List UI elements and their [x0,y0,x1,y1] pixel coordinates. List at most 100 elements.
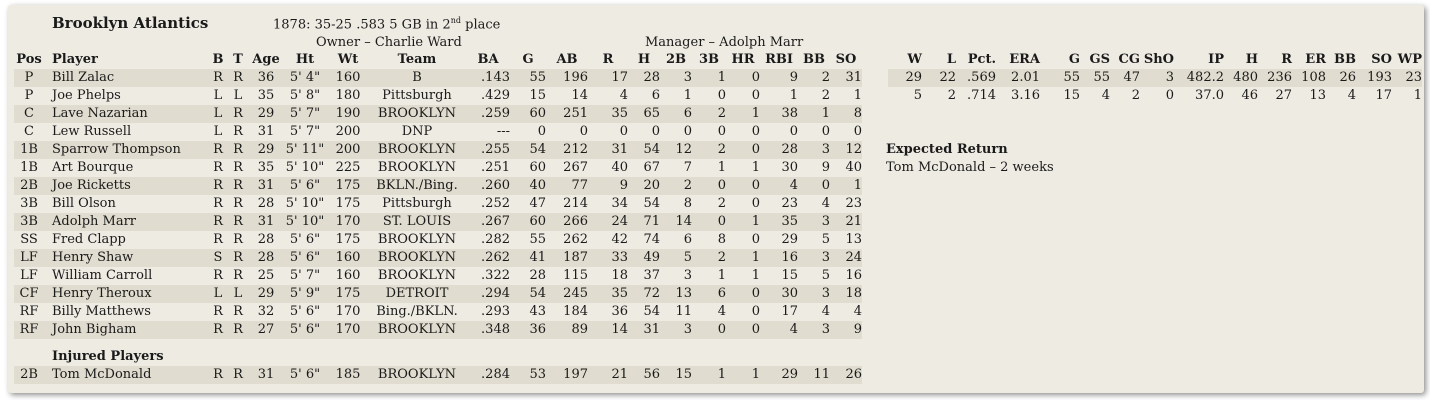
player-cell: 5' 6" [282,321,328,339]
expected-return-text: Tom McDonald – 2 weeks [886,160,1054,175]
pitcher-cell: 0 [1165,88,1174,103]
player-cell: Bill Olson [52,196,116,211]
player-cell: 5' 7" [289,268,321,283]
player-cell: 9 [760,69,798,87]
pitching-header-cell: BB [1334,52,1356,67]
player-cell: R [213,268,223,283]
player-cell: 28 [257,232,275,247]
player-cell: 54 [510,141,546,159]
injured-cell: 185 [328,366,368,384]
pitcher-row: 5 2 .714 3.16 15 4 2 0 37.0 46 27 13 4 17 1 [888,87,1422,105]
player-row: 1B Sparrow Thompson R R 29 5' 11" 200 BROOKLYN.… [14,141,862,159]
player-cell: Lave Nazarian [44,105,210,123]
batting-header-cell: Team [397,52,437,67]
player-cell: 5' 4" [282,69,328,87]
pitcher-cell: 108 [1292,69,1326,87]
player-cell: 15 [529,88,546,103]
player-cell: 3 [798,321,830,339]
player-cell: R [226,141,250,159]
player-cell: 72 [628,285,660,303]
pitching-header-cell: WP [1397,52,1422,67]
player-cell: 5 [821,232,830,247]
pitching-header-cell: IP [1208,52,1224,67]
pitcher-cell: 23 [1392,69,1422,87]
player-row: C Lew Russell L R 31 5' 7" 200 DNP --- 0 0 0 0 0 0 0 0 0 0 [14,123,862,141]
player-cell: 2 [717,196,726,211]
pitching-header-cell: G [1068,52,1080,67]
pitcher-cell: 13 [1309,88,1326,103]
player-row: P Joe Phelps L L 35 5' 8" 180 Pittsburgh .429 15 1… [14,87,862,105]
player-cell: 36 [510,321,546,339]
player-cell: R [213,232,223,247]
player-cell: 3B [14,213,44,231]
player-cell: 18 [830,285,862,303]
player-cell: 28 [529,268,546,283]
pitcher-cell: 26 [1326,69,1356,87]
player-cell: 3 [798,213,830,231]
injured-cell: 2B [14,366,44,384]
pitcher-cell: 22 [922,69,956,87]
player-cell: R [226,69,250,87]
player-cell: 30 [781,160,798,175]
player-cell: LF [14,249,44,267]
player-row: LF William Carroll R R 25 5' 7" 160 BROOKLYN .32… [14,267,862,285]
player-cell: 54 [628,141,660,159]
player-cell: 0 [853,124,862,139]
player-cell: R [210,69,226,87]
pitcher-cell: .569 [956,69,996,87]
player-cell: R [210,177,226,195]
pitching-header-cell: R [1281,52,1292,67]
pitcher-cell: 37.0 [1195,88,1224,103]
player-cell: .282 [481,232,510,247]
injured-cell: 11 [798,366,830,384]
injured-cell: 29 [760,366,798,384]
pitcher-row: 29 22.569 2.01 55 55 47 3 482.2 480 236 108 26 193 23 [888,69,1422,87]
player-cell: 0 [751,304,760,319]
player-cell: R [226,105,250,123]
player-cell: 42 [611,232,628,247]
player-cell: 5' 6" [282,177,328,195]
team-owner: Owner – Charlie Ward [316,35,462,50]
player-cell: 1 [683,88,692,103]
player-cell: 0 [726,69,760,87]
player-cell: DETROIT [368,285,466,303]
player-cell: 40 [510,177,546,195]
player-cell: 175 [335,232,361,247]
pitching-header-cell: H [1245,52,1258,67]
pitcher-cell: 1 [1413,88,1422,103]
player-cell: 4 [619,88,628,103]
player-cell: Bing./BKLN. [376,304,458,319]
player-cell: Billy Matthews [52,304,151,319]
player-cell: 3 [660,321,692,339]
injured-cell: BROOKLYN [368,366,466,384]
player-cell: 200 [335,124,361,139]
player-cell: 115 [563,268,588,283]
pitching-header-cell: ERA [1009,52,1040,67]
player-cell: 67 [643,160,660,175]
player-cell: 89 [546,321,588,339]
pitcher-cell: 193 [1356,69,1392,87]
pitcher-cell: 27 [1275,88,1292,103]
player-cell: 40 [611,160,628,175]
player-cell: R [210,321,226,339]
player-cell: 24 [588,213,628,231]
player-cell: 251 [546,105,588,123]
player-cell: .293 [481,304,510,319]
player-cell: L [213,88,223,103]
player-row: 3B Bill Olson R R 28 5' 10" 175 Pittsburgh .252 4… [14,195,862,213]
batting-header-cell: 2B [665,52,687,67]
player-cell: 0 [726,285,760,303]
player-cell: BKLN./Bing. [368,177,466,195]
pitching-header-cell: ER [1305,52,1326,67]
player-cell: RF [19,304,39,319]
player-cell: 2 [798,69,830,87]
pitching-header-cell: ShO [1143,52,1174,67]
injured-cell: .284 [466,366,510,384]
player-cell: 35 [760,213,798,231]
player-cell: 37 [643,268,660,283]
pitching-header-cell: CG [1118,52,1140,67]
player-cell: R [233,196,243,211]
player-cell: 0 [751,232,760,247]
player-cell: 175 [328,177,368,195]
player-cell: C [24,124,34,139]
